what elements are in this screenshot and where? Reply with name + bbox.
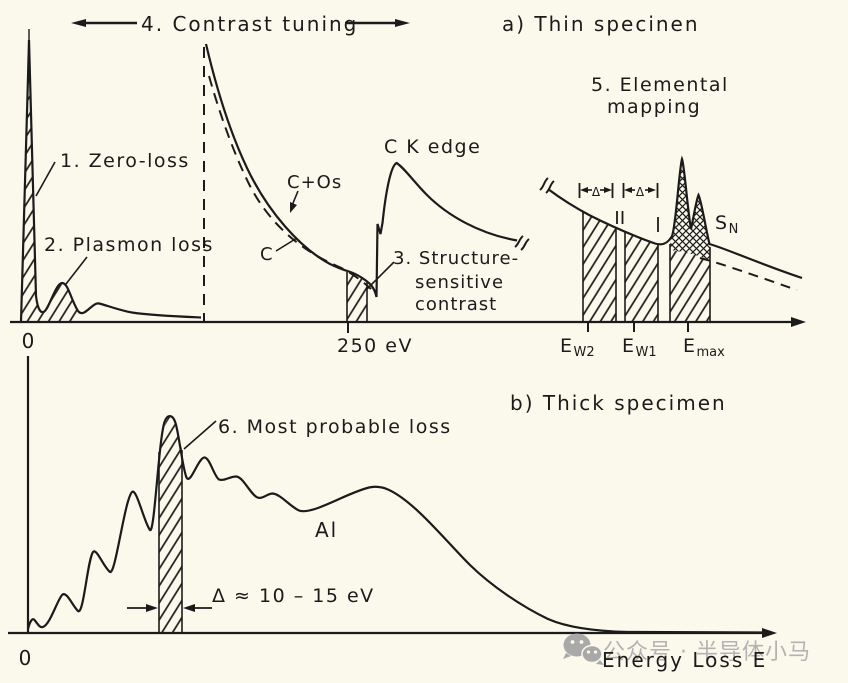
carbon-osmium-curve: [208, 75, 372, 290]
al-label: Al: [315, 518, 338, 542]
structure-label-line3: contrast: [415, 294, 497, 315]
delta-width-marker: Δ: [622, 183, 659, 199]
ew2-label: EW2: [560, 335, 595, 360]
band-250ev-hatch: [347, 272, 367, 322]
emax-window-hatch: [670, 250, 710, 322]
c-pointer: [275, 237, 298, 252]
panel-a-title: a) Thin specinen: [502, 12, 700, 36]
emax-label-base: E: [683, 335, 697, 357]
marker-arrowhead-icon: [604, 187, 612, 193]
contrast-tuning-label: 4. Contrast tuning: [141, 12, 358, 36]
zero-loss-label: 1. Zero-loss: [60, 150, 190, 172]
axis-break-icon: [539, 177, 555, 194]
ck-edge-label: C K edge: [384, 136, 481, 158]
panel-b-title: b) Thick specimen: [510, 391, 727, 415]
structure-label-line2: sensitive: [415, 272, 504, 293]
sn-signal-crosshatch: [670, 159, 710, 260]
elemental-mapping-line1: 5. Elemental: [591, 74, 729, 96]
background-and-n-edge-curve: [547, 155, 803, 280]
delta-arrowhead-icon: [183, 604, 195, 612]
energy-loss-axis-label: Energy Loss E: [602, 648, 767, 672]
sn-label-base: S: [715, 212, 729, 234]
delta-width-label: Δ: [592, 185, 601, 199]
panel-a-axis-arrowhead-icon: [791, 317, 806, 327]
zero-loss-plasmon-curve: [19, 39, 202, 323]
right-arrowhead-icon: [395, 19, 410, 27]
watermark-text: 公众号 · 半导体小马: [603, 640, 811, 665]
window-w1-hatch: [625, 231, 658, 322]
window-w2-hatch: [583, 211, 616, 322]
marker-arrowhead-icon: [580, 187, 588, 193]
c-plus-os-pointer-arrowhead-icon: [290, 202, 297, 213]
panel-b-origin: 0: [19, 646, 34, 670]
sn-label: SN: [715, 212, 738, 237]
plasmon-pointer: [65, 256, 88, 285]
ew1-label: EW1: [622, 335, 657, 360]
left-arrowhead-icon: [71, 19, 86, 27]
structure-label-line1: 3. Structure-: [393, 248, 519, 269]
panel-a-origin: 0: [22, 329, 37, 353]
elemental-mapping-line2: mapping: [607, 96, 701, 118]
panel-b: b) Thick specimen 0 6. Most probable los…: [8, 356, 777, 670]
structure-contrast-pointer: [366, 261, 395, 290]
extrapolated-background-curve: [699, 257, 798, 291]
emax-label-sub: max: [697, 345, 726, 360]
marker-arrowhead-icon: [624, 187, 632, 193]
panel-a: 4. Contrast tuning a) Thin specinen 0 1.…: [10, 12, 806, 360]
mpl-pointer: [183, 420, 217, 450]
emax-label: Emax: [683, 335, 725, 360]
c-plus-os-label: C+Os: [287, 172, 342, 193]
ew2-label-sub: W2: [574, 345, 595, 360]
delta-width-marker: Δ: [578, 183, 614, 199]
delta-arrowhead-icon: [146, 604, 158, 612]
zero-loss-pointer: [35, 161, 56, 197]
plasmon-loss-label: 2. Plasmon loss: [44, 234, 214, 256]
ew1-label-sub: W1: [636, 345, 657, 360]
delta-width-label: Δ: [636, 185, 645, 199]
thick-specimen-curve: [26, 415, 767, 634]
delta-range-label: Δ ≈ 10 – 15 eV: [212, 585, 375, 607]
most-probable-loss-label: 6. Most probable loss: [218, 416, 452, 438]
watermark: 公众号 · 半导体小马: [563, 633, 811, 665]
wechat-icon: [563, 633, 604, 665]
mpl-band-hatch: [159, 416, 182, 633]
marker-arrowhead-icon: [648, 187, 656, 193]
tick-label-250ev: 250 eV: [337, 335, 413, 357]
ew2-label-base: E: [560, 335, 574, 357]
panel-b-axis-arrowhead-icon: [762, 628, 777, 638]
ew1-label-base: E: [622, 335, 636, 357]
c-label: C: [260, 244, 274, 265]
axis-break-icon: [514, 235, 530, 251]
sn-label-sub: N: [729, 222, 739, 237]
